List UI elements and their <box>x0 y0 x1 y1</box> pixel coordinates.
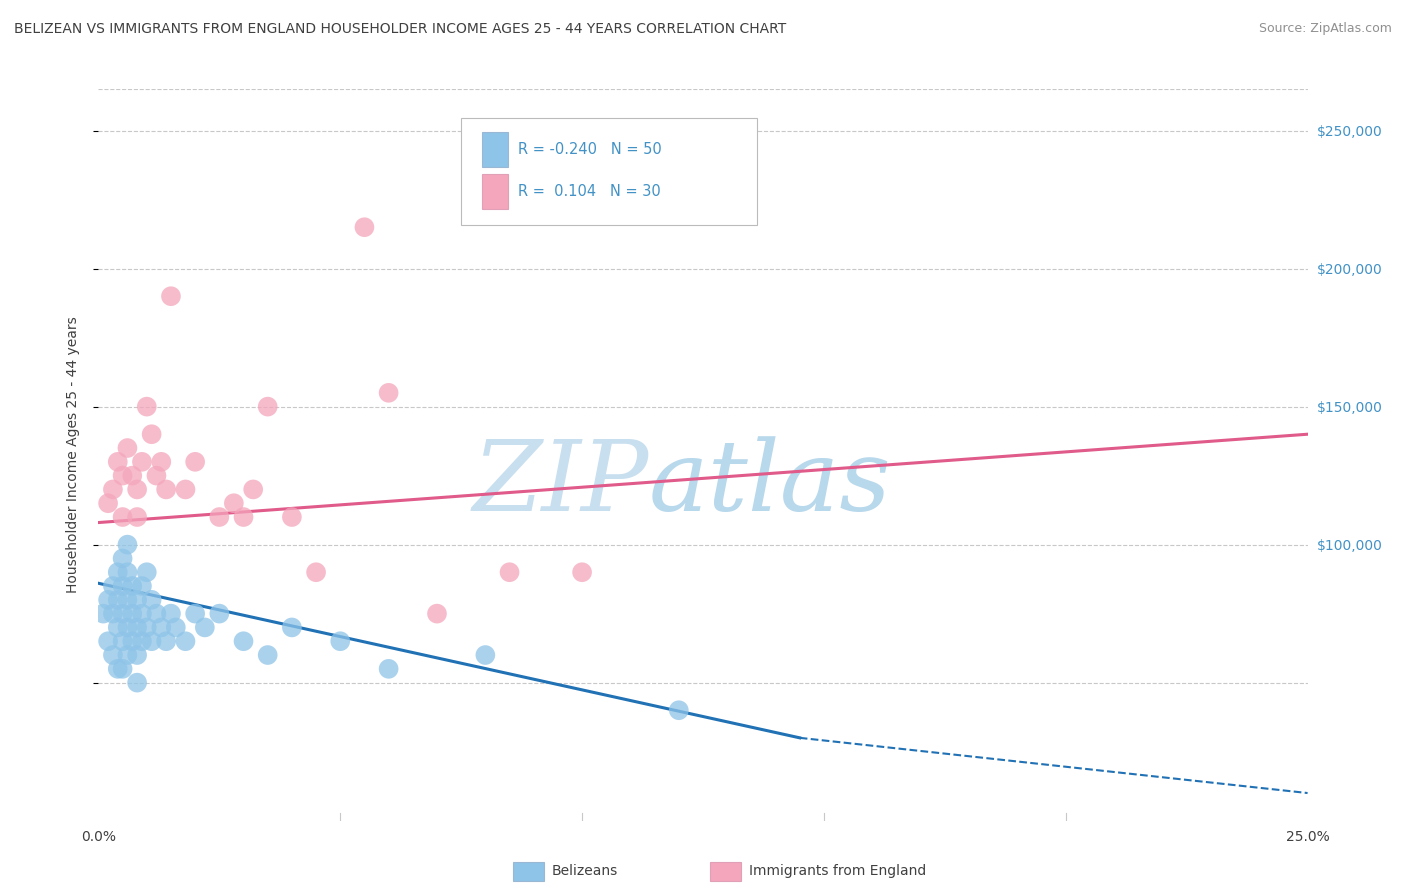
Point <box>111 607 134 621</box>
Point <box>131 579 153 593</box>
Point <box>498 566 520 580</box>
Point <box>135 566 157 580</box>
Text: BELIZEAN VS IMMIGRANTS FROM ENGLAND HOUSEHOLDER INCOME AGES 25 - 44 YEARS CORREL: BELIZEAN VS IMMIGRANTS FROM ENGLAND HOUS… <box>14 22 786 37</box>
Point <box>97 496 120 510</box>
Point <box>131 455 153 469</box>
Point <box>111 634 134 648</box>
Point <box>117 592 139 607</box>
Point <box>117 620 139 634</box>
Point <box>107 566 129 580</box>
FancyBboxPatch shape <box>482 174 509 209</box>
Point <box>107 620 129 634</box>
Point <box>111 551 134 566</box>
Text: Immigrants from England: Immigrants from England <box>749 864 927 879</box>
Point <box>111 662 134 676</box>
Point <box>150 455 173 469</box>
Point <box>222 496 245 510</box>
Point <box>127 675 149 690</box>
Point <box>121 468 143 483</box>
Point <box>174 634 197 648</box>
Point <box>135 400 157 414</box>
Point <box>117 538 139 552</box>
Point <box>208 510 231 524</box>
Point <box>97 634 120 648</box>
Text: ZIP: ZIP <box>472 436 648 532</box>
Point <box>117 648 139 662</box>
Point <box>101 483 124 497</box>
Point <box>141 427 163 442</box>
Point <box>155 634 177 648</box>
Point <box>571 566 593 580</box>
Point <box>184 607 207 621</box>
Point <box>256 648 278 662</box>
Point <box>281 620 304 634</box>
Point <box>111 468 134 483</box>
Point <box>121 634 143 648</box>
FancyBboxPatch shape <box>482 132 509 168</box>
Point <box>127 483 149 497</box>
Text: R =  0.104   N = 30: R = 0.104 N = 30 <box>517 184 661 199</box>
Point <box>121 579 143 593</box>
Point <box>135 620 157 634</box>
Point <box>121 607 143 621</box>
Point <box>194 620 217 634</box>
Point <box>145 468 167 483</box>
Point <box>174 483 197 497</box>
Point <box>208 607 231 621</box>
Point <box>329 634 352 648</box>
Point <box>97 592 120 607</box>
Point <box>160 289 183 303</box>
Point <box>101 648 124 662</box>
Point <box>131 634 153 648</box>
Point <box>160 607 183 621</box>
Point <box>377 385 399 400</box>
FancyBboxPatch shape <box>461 119 758 225</box>
Point <box>107 455 129 469</box>
Text: atlas: atlas <box>648 436 891 532</box>
Point <box>377 662 399 676</box>
Point <box>668 703 690 717</box>
Point <box>131 607 153 621</box>
Point <box>256 400 278 414</box>
Point <box>107 592 129 607</box>
Point <box>150 620 173 634</box>
Point <box>101 607 124 621</box>
Point <box>165 620 187 634</box>
Text: Belizeans: Belizeans <box>551 864 617 879</box>
Point <box>184 455 207 469</box>
Point <box>353 220 375 235</box>
Point <box>117 566 139 580</box>
Point <box>127 510 149 524</box>
Text: R = -0.240   N = 50: R = -0.240 N = 50 <box>517 143 662 157</box>
Point <box>155 483 177 497</box>
Point <box>117 441 139 455</box>
Point <box>127 620 149 634</box>
Point <box>242 483 264 497</box>
Point <box>145 607 167 621</box>
Point <box>141 592 163 607</box>
Point <box>281 510 304 524</box>
Point <box>111 579 134 593</box>
Point <box>127 648 149 662</box>
Point <box>474 648 496 662</box>
Point <box>101 579 124 593</box>
Y-axis label: Householder Income Ages 25 - 44 years: Householder Income Ages 25 - 44 years <box>66 317 80 593</box>
Point <box>141 634 163 648</box>
Point <box>91 607 114 621</box>
Point <box>107 662 129 676</box>
Point <box>426 607 449 621</box>
Point <box>305 566 328 580</box>
Point <box>111 510 134 524</box>
Text: Source: ZipAtlas.com: Source: ZipAtlas.com <box>1258 22 1392 36</box>
Point <box>232 510 254 524</box>
Point <box>127 592 149 607</box>
Point <box>232 634 254 648</box>
